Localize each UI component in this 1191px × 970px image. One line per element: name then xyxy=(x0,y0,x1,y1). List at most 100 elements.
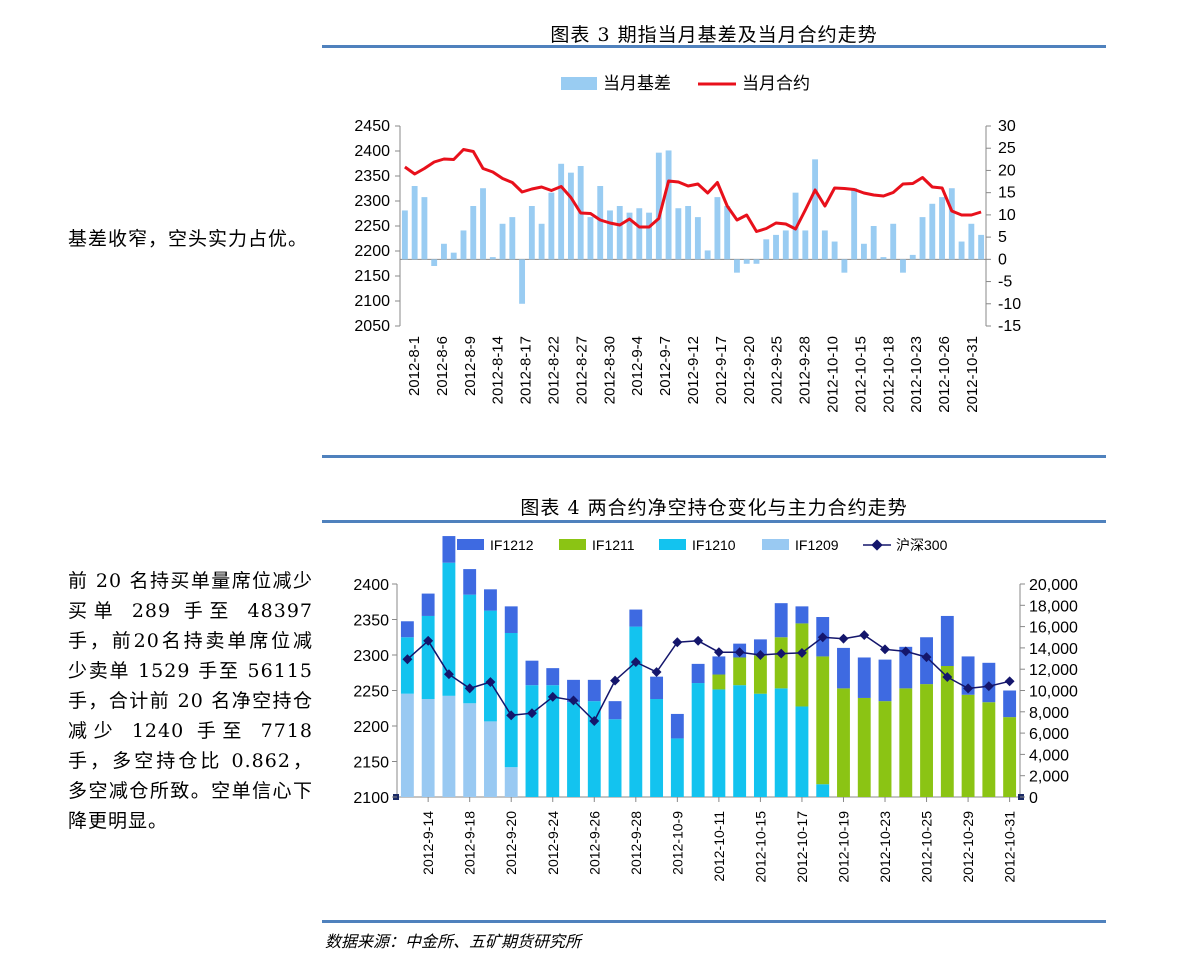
x-tick-label: 2012-8-9 xyxy=(462,336,479,396)
fig3-caption: 图表 3 期指当月基差及当月合约走势 xyxy=(550,24,878,46)
basis-bar xyxy=(919,217,926,260)
bar-segment-if1211 xyxy=(837,688,850,797)
basis-bar xyxy=(724,206,731,260)
bar-segment-if1212 xyxy=(795,606,809,624)
left-tick-label: 2250 xyxy=(354,218,390,235)
x-tick-label: 2012-9-25 xyxy=(769,336,786,404)
bar-segment-if1212 xyxy=(442,536,456,563)
legend-label-line: 当月合约 xyxy=(742,74,810,93)
bar-segment-if1211 xyxy=(774,637,788,689)
bar-segment-if1212 xyxy=(670,713,684,739)
index-point xyxy=(693,635,704,646)
bar-segment-if1209 xyxy=(463,703,477,797)
basis-bar xyxy=(870,226,877,260)
x-tick-label: 2012-8-22 xyxy=(546,336,563,404)
basis-bar xyxy=(519,259,526,304)
bar-segment-if1211 xyxy=(795,623,809,707)
x-tick-label: 2012-9-20 xyxy=(741,336,758,404)
basis-bar xyxy=(685,206,692,260)
x-tick-label: 2012-9-18 xyxy=(462,811,478,875)
left-tick-label: 2100 xyxy=(354,293,390,310)
left-tick-label: 2100 xyxy=(353,790,389,807)
right-tick-label: 4,000 xyxy=(1029,747,1069,764)
x-tick-label: 2012-10-11 xyxy=(711,811,727,882)
left-tick-label: 2300 xyxy=(353,648,389,665)
bar-segment-if1210 xyxy=(753,693,767,797)
basis-bar xyxy=(812,159,819,260)
index-point xyxy=(1004,676,1015,687)
basis-bar xyxy=(421,197,428,260)
bar-segment-if1212 xyxy=(587,679,601,702)
left-tick-label: 2300 xyxy=(354,193,390,210)
index-point xyxy=(568,695,579,706)
x-tick-label: 2012-8-17 xyxy=(518,336,535,404)
basis-bar xyxy=(401,210,408,260)
x-tick-label: 2012-8-30 xyxy=(601,336,618,404)
basis-bar xyxy=(607,210,613,260)
index-point xyxy=(610,675,621,686)
basis-bar xyxy=(880,257,887,260)
left-tick-label: 2400 xyxy=(353,577,389,594)
fig4-side-text: 前 20 名持买单量席位减少买单 289 手至 48397手，前20名持卖单席位… xyxy=(68,570,313,832)
basis-bar xyxy=(782,230,789,260)
right-tick-label: 14,000 xyxy=(1029,641,1078,658)
basis-bar xyxy=(626,212,633,260)
bar-segment-if1212 xyxy=(899,646,913,689)
bar-segment-if1211 xyxy=(1003,717,1017,797)
basis-bar xyxy=(851,188,858,260)
bar-segment-if1212 xyxy=(484,589,497,611)
legend-swatch-if1211 xyxy=(559,539,586,550)
fig4-chart: IF1212 IF1211 IF1210 IF1209 沪深300 2400 2350 230… xyxy=(353,536,1078,883)
x-tick-label: 2012-10-31 xyxy=(964,336,981,413)
index-point xyxy=(630,657,641,668)
left-tick-label: 2150 xyxy=(354,268,390,285)
bar-segment-if1210 xyxy=(400,637,414,694)
bar-segment-if1212 xyxy=(691,663,705,684)
basis-bar xyxy=(753,259,760,264)
basis-bar xyxy=(743,259,750,264)
bar-segment-if1212 xyxy=(650,676,664,700)
x-tick-label: 2012-8-14 xyxy=(490,336,507,404)
basis-bar xyxy=(841,259,848,273)
x-tick-label: 2012-9-14 xyxy=(420,811,436,875)
contract-price-line xyxy=(404,148,982,233)
bar-segment-if1212 xyxy=(837,647,850,689)
x-tick-label: 2012-9-28 xyxy=(628,811,644,875)
right-tick-label: 20,000 xyxy=(1029,577,1078,594)
right-tick-label: 18,000 xyxy=(1029,598,1078,615)
fig4-top-rule xyxy=(322,520,1106,523)
x-tick-label: 2012-8-27 xyxy=(573,336,590,404)
basis-bar xyxy=(558,163,565,260)
legend-swatch-if1212 xyxy=(457,539,484,550)
left-tick-label: 2350 xyxy=(353,613,389,630)
bar-segment-if1210 xyxy=(567,702,580,797)
basis-bar xyxy=(704,250,711,260)
bar-segment-if1211 xyxy=(899,688,913,797)
basis-bar xyxy=(567,172,574,260)
basis-bar xyxy=(763,239,770,260)
x-tick-label: 2012-8-1 xyxy=(406,336,423,396)
fig3-top-rule xyxy=(322,45,1106,48)
x-tick-label: 2012-10-18 xyxy=(880,336,897,413)
basis-bar xyxy=(646,212,652,260)
legend-label-if1209: IF1209 xyxy=(795,537,839,553)
basis-bar xyxy=(821,230,828,260)
bar-segment-if1212 xyxy=(878,659,892,702)
right-tick-label: 0 xyxy=(1029,790,1038,807)
right-tick-label: 30 xyxy=(998,118,1016,135)
x-tick-label: 2012-8-6 xyxy=(434,336,451,396)
legend-swatch-if1209 xyxy=(762,539,789,550)
basis-bar xyxy=(411,186,418,260)
bar-segment-if1212 xyxy=(857,657,871,698)
basis-bar xyxy=(734,259,740,273)
bar-segment-if1210 xyxy=(816,784,830,797)
basis-bar xyxy=(450,252,457,260)
bar-segment-if1210 xyxy=(442,562,456,696)
data-source: 数据来源：中金所、五矿期货研究所 xyxy=(325,932,582,951)
right-tick-label: 0 xyxy=(998,251,1007,268)
index-point xyxy=(921,652,932,663)
bar-segment-if1212 xyxy=(463,569,477,595)
fig4-caption: 图表 4 两合约净空持仓变化与主力合约走势 xyxy=(520,497,908,519)
x-tick-label: 2012-10-10 xyxy=(825,336,842,413)
right-tick-label: 15 xyxy=(998,185,1016,202)
